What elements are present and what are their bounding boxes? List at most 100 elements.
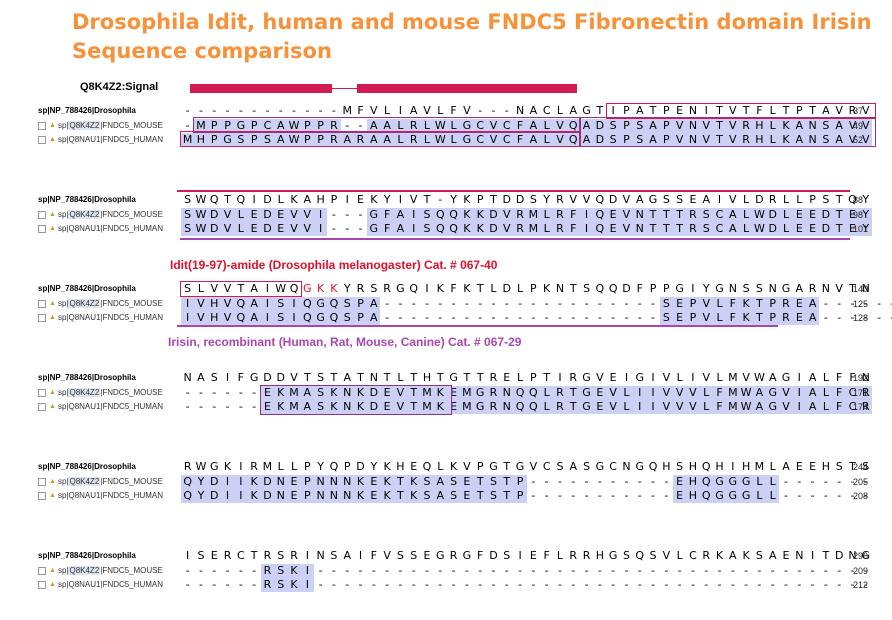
- residue: -: [850, 311, 855, 324]
- residue: E: [210, 549, 218, 562]
- swissprot-icon: ▲: [49, 403, 56, 410]
- residue: -: [810, 489, 815, 502]
- residue: -: [385, 311, 390, 324]
- checkbox-icon[interactable]: [38, 478, 46, 486]
- residue: V: [393, 386, 408, 400]
- label-human-accession-link[interactable]: Q8NAU1: [68, 491, 101, 501]
- checkbox-icon[interactable]: [38, 122, 46, 130]
- checkbox-icon[interactable]: [38, 136, 46, 144]
- residue: G: [635, 460, 644, 473]
- residue: P: [659, 119, 673, 133]
- residue: D: [207, 489, 221, 503]
- residue: T: [835, 193, 843, 206]
- label-human-accession-link[interactable]: Q8NAU1: [68, 580, 101, 590]
- residue: G: [367, 222, 381, 236]
- residue: K: [353, 386, 368, 400]
- residue: L: [739, 222, 753, 236]
- residue: A: [367, 119, 381, 133]
- checkbox-icon[interactable]: [38, 211, 46, 219]
- residue: -: [385, 578, 390, 591]
- label-mouse-suffix: |FNDC5_MOUSE: [100, 388, 163, 398]
- residue: M: [181, 133, 195, 147]
- residue: -: [797, 475, 802, 488]
- checkbox-icon[interactable]: [38, 403, 46, 411]
- residue: E: [606, 222, 620, 236]
- checkbox-icon[interactable]: [38, 567, 46, 575]
- residue: -: [504, 311, 509, 324]
- label-mouse-accession-link[interactable]: Q8K4Z2: [68, 210, 101, 220]
- residue: -: [797, 578, 802, 591]
- end-position-human: 52: [853, 135, 864, 145]
- checkbox-icon[interactable]: [38, 225, 46, 233]
- label-mouse-accession-link[interactable]: Q8K4Z2: [68, 121, 101, 131]
- checkbox-icon[interactable]: [38, 389, 46, 397]
- residue: A: [805, 311, 820, 325]
- residue: -: [425, 564, 429, 577]
- residue: V: [223, 282, 232, 295]
- residue: D: [515, 193, 525, 206]
- residue: A: [752, 400, 767, 414]
- residue: -: [252, 578, 257, 591]
- residue: E: [795, 460, 803, 473]
- residue: N: [369, 371, 378, 384]
- residue: Q: [635, 549, 645, 562]
- residue: E: [529, 549, 537, 562]
- residue: -: [823, 475, 828, 488]
- residue: N: [688, 104, 698, 117]
- residue: V: [194, 297, 208, 311]
- residue: P: [663, 282, 670, 295]
- checkbox-icon[interactable]: [38, 581, 46, 589]
- residue: C: [712, 222, 727, 236]
- residue: V: [845, 119, 860, 133]
- residue: P: [513, 489, 527, 503]
- residue: I: [358, 549, 363, 562]
- residue: -: [358, 222, 363, 235]
- checkbox-icon[interactable]: [38, 314, 46, 322]
- residue: A: [393, 222, 408, 236]
- checkbox-icon[interactable]: [38, 300, 46, 308]
- label-mouse-accession-link[interactable]: Q8K4Z2: [68, 299, 101, 309]
- label-human-accession-link[interactable]: Q8NAU1: [68, 402, 101, 412]
- residue: E: [805, 208, 820, 222]
- residue: S: [330, 549, 338, 562]
- residue: A: [526, 133, 541, 147]
- checkbox-icon[interactable]: [38, 492, 46, 500]
- residue: K: [463, 282, 471, 295]
- residue: -: [531, 475, 536, 488]
- residue: Q: [513, 386, 527, 400]
- residue: Q: [526, 400, 541, 414]
- residue: -: [438, 193, 443, 206]
- label-mouse-accession-link[interactable]: Q8K4Z2: [68, 477, 101, 487]
- residue: V: [779, 386, 793, 400]
- residue: T: [672, 208, 687, 222]
- label-human-accession-link[interactable]: Q8NAU1: [68, 313, 101, 323]
- residue: -: [185, 400, 190, 413]
- residue: -: [212, 104, 217, 117]
- residue: -: [810, 578, 815, 591]
- label-mouse-accession-link[interactable]: Q8K4Z2: [68, 566, 101, 576]
- residue: G: [396, 282, 405, 295]
- residue: V: [596, 371, 604, 384]
- label-human-accession-link[interactable]: Q8NAU1: [68, 135, 101, 145]
- residue: S: [274, 311, 288, 325]
- residue: T: [503, 460, 511, 473]
- residue: M: [460, 386, 474, 400]
- label-mouse-accession-link[interactable]: Q8K4Z2: [68, 388, 101, 398]
- residue: F: [513, 119, 527, 133]
- residue: -: [886, 297, 892, 311]
- residue: G: [766, 400, 780, 414]
- residue: E: [247, 208, 261, 222]
- residue: A: [832, 133, 846, 147]
- residue: W: [752, 208, 767, 222]
- residue: V: [569, 193, 578, 206]
- label-human-accession-link[interactable]: Q8NAU1: [68, 224, 101, 234]
- residue: I: [579, 222, 594, 236]
- residue: K: [742, 549, 750, 562]
- residue: R: [553, 208, 567, 222]
- residue: -: [611, 578, 616, 591]
- residue: T: [832, 208, 846, 222]
